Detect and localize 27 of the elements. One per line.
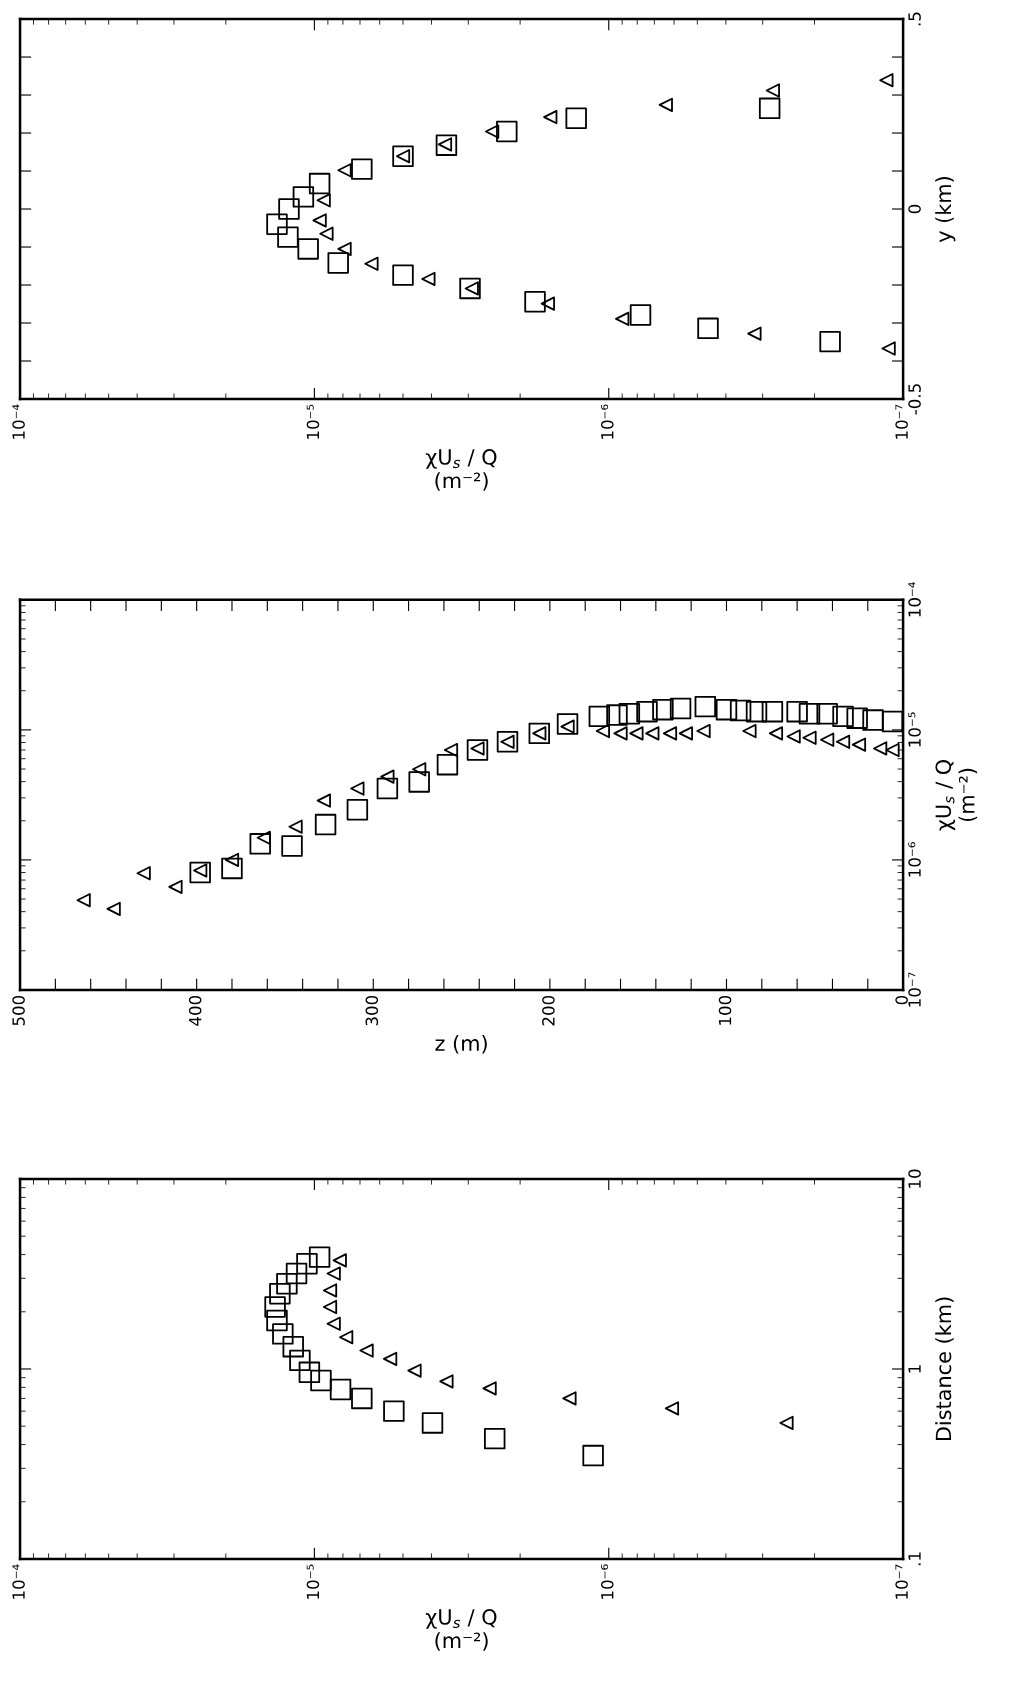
y-tick-label: .1 xyxy=(908,1552,921,1566)
x-tick-label: 10⁻⁵ xyxy=(306,1564,320,1599)
x-tick-label: 10⁻⁴ xyxy=(12,404,25,439)
x-tick-label: 200 xyxy=(542,995,555,1026)
x-tick-label: 300 xyxy=(365,995,379,1026)
x-tick-label: 10⁻⁶ xyxy=(600,1564,614,1599)
x-tick-label: 100 xyxy=(718,995,732,1025)
y-tick-label: 10⁻⁵ xyxy=(908,712,921,747)
x-axis-title: χU$_{s}$ / Q (m⁻²) xyxy=(425,1609,497,1651)
x-axis-title: z (m) xyxy=(435,1034,487,1054)
y-tick-label: -0.5 xyxy=(908,384,921,415)
y-tick-label: 1 xyxy=(908,1365,921,1373)
y-tick-label: 0 xyxy=(908,204,921,214)
y-axis-title: y (km) xyxy=(935,177,956,243)
x-tick-label: 10⁻⁴ xyxy=(12,1564,25,1599)
x-tick-label: 400 xyxy=(188,995,202,1026)
y-tick-label: 10 xyxy=(908,1169,921,1188)
x-tick-label: 500 xyxy=(12,995,25,1026)
x-tick-label: 10⁻⁶ xyxy=(600,404,614,439)
x-axis-title: χU$_{s}$ / Q (m⁻²) xyxy=(425,449,497,491)
y-axis-title: χU$_{s}$ / Q (m⁻²) xyxy=(935,760,978,831)
x-tick-label: 10⁻⁵ xyxy=(306,404,320,439)
y-tick-label: 10⁻⁴ xyxy=(908,582,921,617)
x-tick-label: 0 xyxy=(895,995,908,1005)
y-tick-label: 10⁻⁶ xyxy=(908,842,921,877)
y-tick-label: .5 xyxy=(908,12,921,26)
y-axis-title: Distance (km) xyxy=(935,1297,954,1441)
